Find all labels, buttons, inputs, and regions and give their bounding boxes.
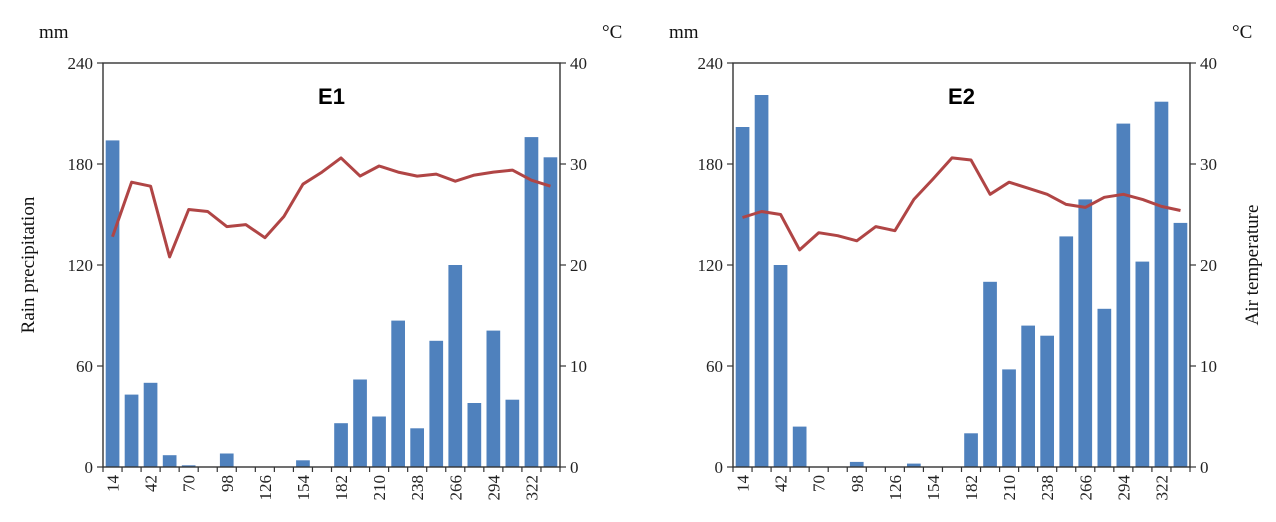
e2-x-tick-label: 238 bbox=[1038, 475, 1057, 501]
e1-x-tick-label: 42 bbox=[142, 475, 161, 492]
e2-chart-panel: 0 60 120 180 240 0 10 20 30 40 14 42 70 98 126 154 182 21… bbox=[669, 22, 1263, 501]
e1-right-tick-label: 30 bbox=[570, 155, 587, 174]
e2-right-tick-label: 20 bbox=[1200, 256, 1217, 275]
e1-panel-title: E1 bbox=[318, 84, 345, 109]
e2-rain-bar-140 bbox=[907, 463, 921, 467]
e2-panel-title: E2 bbox=[948, 84, 975, 109]
e2-x-tick-label: 98 bbox=[848, 475, 867, 492]
e1-x-tick-label: 266 bbox=[446, 475, 465, 501]
e2-rain-bar-42 bbox=[773, 265, 788, 467]
e1-rain-bar-182 bbox=[334, 423, 348, 467]
e2-x-tick-label: 266 bbox=[1076, 475, 1095, 501]
e1-x-tick-label: 238 bbox=[408, 475, 427, 501]
e2-x-tick-label: 126 bbox=[886, 475, 905, 501]
e1-x-tick-label: 154 bbox=[294, 475, 313, 501]
e2-rain-bar-336 bbox=[1173, 222, 1188, 467]
e1-x-tick-label: 126 bbox=[256, 475, 275, 501]
e2-rain-bar-322 bbox=[1154, 101, 1169, 467]
e1-rain-bar-322 bbox=[524, 137, 539, 467]
e1-x-tick-label: 182 bbox=[332, 475, 351, 501]
e2-x-tick-label: 294 bbox=[1114, 475, 1133, 501]
e2-rain-bar-98 bbox=[849, 461, 864, 467]
e1-x-tick-label: 294 bbox=[484, 474, 503, 500]
e1-x-tick-label: 322 bbox=[522, 475, 541, 501]
e2-right-unit: °C bbox=[1232, 22, 1252, 43]
e2-left-tick-label: 240 bbox=[698, 54, 724, 73]
e1-rain-bar-154 bbox=[296, 460, 310, 467]
e2-left-tick-label: 60 bbox=[706, 357, 723, 376]
e2-rain-bar-238 bbox=[1040, 335, 1054, 467]
e2-x-tick-label: 210 bbox=[1000, 475, 1019, 501]
e1-rain-bar-98 bbox=[219, 453, 234, 467]
e2-rain-bar-294 bbox=[1116, 123, 1131, 467]
e1-left-tick-label: 60 bbox=[76, 357, 93, 376]
e2-x-tick-label: 154 bbox=[924, 475, 943, 501]
e2-x-tick-label: 182 bbox=[962, 475, 981, 501]
e1-rain-bar-196 bbox=[353, 379, 367, 467]
e1-x-tick-label: 210 bbox=[370, 475, 389, 501]
e1-left-tick-label: 180 bbox=[68, 155, 94, 174]
e2-left-tick-label: 120 bbox=[698, 256, 724, 275]
e1-rain-bar-308 bbox=[505, 399, 520, 467]
e1-rain-bar-336 bbox=[543, 157, 558, 468]
e2-right-axis-title: Air temperature bbox=[1242, 205, 1263, 326]
e2-x-tick-label: 42 bbox=[772, 475, 791, 492]
e2-x-tick-label: 322 bbox=[1152, 475, 1171, 501]
e1-right-unit: °C bbox=[602, 22, 622, 43]
e2-rain-bar-14 bbox=[735, 127, 750, 467]
e1-rain-bar-42 bbox=[143, 382, 158, 467]
e2-x-tick-label: 14 bbox=[734, 475, 753, 493]
e2-rain-bar-308 bbox=[1135, 261, 1150, 467]
e1-x-tick-label: 14 bbox=[104, 475, 123, 493]
e2-rain-bar-224 bbox=[1021, 325, 1035, 467]
e1-rain-bar-210 bbox=[372, 416, 386, 467]
e2-rain-bar-196 bbox=[983, 281, 997, 467]
e1-rain-bar-280 bbox=[467, 403, 482, 467]
e1-right-tick-label: 20 bbox=[570, 256, 587, 275]
e1-left-unit: mm bbox=[39, 22, 69, 43]
e2-left-tick-label: 180 bbox=[698, 155, 724, 174]
e1-rain-bar-56 bbox=[162, 455, 177, 467]
e2-right-tick-label: 0 bbox=[1200, 458, 1209, 477]
e1-rain-bar-224 bbox=[391, 320, 405, 467]
e2-right-tick-label: 40 bbox=[1200, 54, 1217, 73]
e2-temperature-line bbox=[742, 156, 1181, 252]
e1-x-tick-label: 98 bbox=[218, 475, 237, 492]
e2-left-tick-label: 0 bbox=[715, 458, 724, 477]
e1-rain-bar-294 bbox=[486, 330, 501, 467]
e1-left-axis-title: Rain precipitation bbox=[18, 196, 39, 333]
e2-right-tick-label: 30 bbox=[1200, 155, 1217, 174]
e2-rain-bar-266 bbox=[1078, 199, 1093, 467]
e2-rain-bar-280 bbox=[1097, 308, 1112, 467]
e1-rain-bar-70 bbox=[181, 465, 196, 467]
e1-left-tick-label: 0 bbox=[85, 458, 94, 477]
e1-rain-bar-28 bbox=[124, 394, 139, 467]
e2-rain-bar-182 bbox=[964, 433, 978, 467]
e1-left-tick-label: 120 bbox=[68, 256, 94, 275]
e2-right-tick-label: 10 bbox=[1200, 357, 1217, 376]
e1-chart-panel: 0 60 120 180 240 0 10 20 30 40 14 42 70 98 126 154 182 21… bbox=[18, 22, 622, 501]
e1-left-tick-label: 240 bbox=[68, 54, 94, 73]
e1-rain-bar-266 bbox=[448, 265, 463, 467]
e1-x-tick-label: 70 bbox=[180, 475, 199, 492]
e2-rain-bar-28 bbox=[754, 95, 769, 467]
e1-rain-bar-252 bbox=[429, 340, 444, 468]
e2-x-tick-label: 70 bbox=[810, 475, 829, 492]
e1-right-tick-label: 40 bbox=[570, 54, 587, 73]
e2-rain-bar-56 bbox=[792, 426, 807, 467]
e2-left-unit: mm bbox=[669, 22, 699, 43]
e1-right-tick-label: 0 bbox=[570, 458, 579, 477]
e2-rain-bar-252 bbox=[1059, 236, 1074, 467]
e1-rain-bar-14 bbox=[105, 140, 120, 467]
e1-right-tick-label: 10 bbox=[570, 357, 587, 376]
e1-rain-bar-238 bbox=[410, 428, 424, 467]
e1-temperature-line bbox=[111, 156, 551, 259]
e2-rain-bar-210 bbox=[1002, 369, 1016, 467]
